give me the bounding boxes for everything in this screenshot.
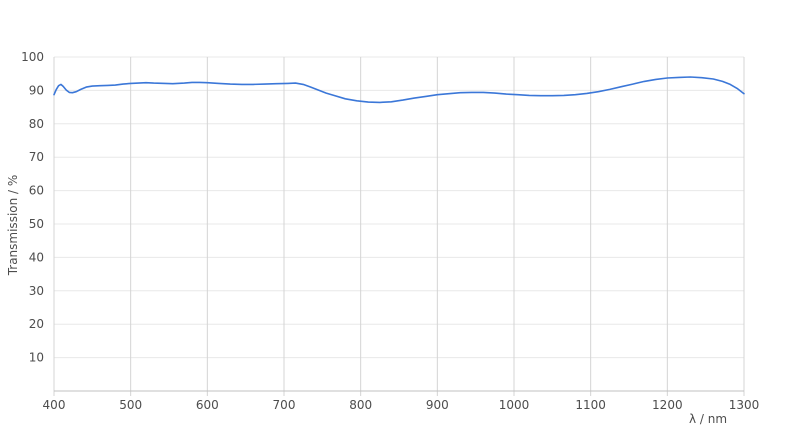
- y-tick-label: 90: [29, 83, 44, 97]
- x-tick-label: 1000: [499, 398, 530, 412]
- y-tick-label: 100: [21, 50, 44, 64]
- x-tick-label: 1300: [729, 398, 760, 412]
- x-tick-label: 500: [119, 398, 142, 412]
- y-tick-label: 80: [29, 117, 44, 131]
- y-tick-label: 30: [29, 284, 44, 298]
- y-tick-label: 60: [29, 184, 44, 198]
- y-tick-label: 10: [29, 351, 44, 365]
- x-axis-label: λ / nm: [688, 412, 728, 426]
- x-tick-label: 600: [196, 398, 219, 412]
- y-axis-label: Transmission / %: [6, 174, 20, 276]
- y-tick-label: 40: [29, 250, 44, 264]
- x-tick-label: 700: [273, 398, 296, 412]
- y-tick-label: 20: [29, 317, 44, 331]
- x-tick-label: 800: [349, 398, 372, 412]
- y-tick-label: 70: [29, 150, 44, 164]
- x-tick-label: 400: [43, 398, 66, 412]
- x-tick-label: 900: [426, 398, 449, 412]
- x-tick-label: 1100: [575, 398, 606, 412]
- x-tick-label: 1200: [652, 398, 683, 412]
- y-tick-label: 50: [29, 217, 44, 231]
- series-line-transmission: [53, 76, 745, 104]
